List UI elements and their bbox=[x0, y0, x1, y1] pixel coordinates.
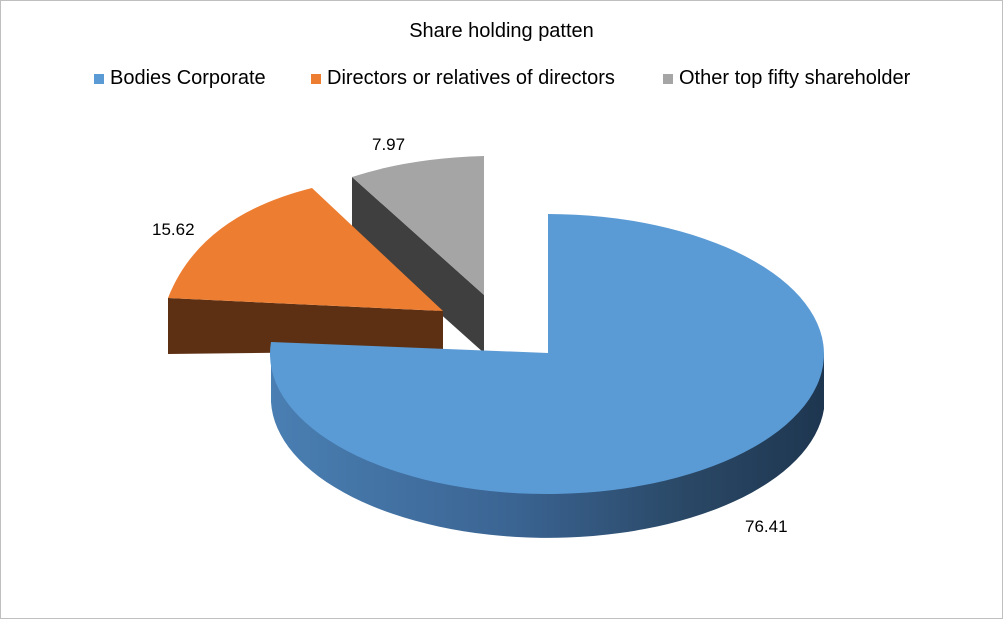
legend-item-other-top-fifty: Other top fifty shareholder bbox=[663, 67, 910, 90]
legend-swatch-other-top-fifty bbox=[663, 73, 673, 84]
legend-label-directors: Directors or relatives of directors bbox=[327, 67, 615, 89]
data-label-directors: 15.62 bbox=[152, 220, 195, 239]
pie-slice-directors-side bbox=[168, 298, 443, 354]
data-label-bodies-corporate: 76.41 bbox=[745, 517, 788, 536]
legend-item-bodies-corporate: Bodies Corporate bbox=[94, 67, 266, 90]
chart-title: Share holding patten bbox=[409, 20, 594, 42]
legend-label-bodies-corporate: Bodies Corporate bbox=[110, 67, 266, 89]
legend-item-directors: Directors or relatives of directors bbox=[311, 67, 615, 90]
pie-slice-directors bbox=[168, 188, 443, 311]
legend-swatch-bodies-corporate bbox=[94, 73, 104, 84]
pie-slice-other-top-fifty bbox=[352, 156, 484, 295]
pie-slice-other-top-fifty-side bbox=[352, 177, 484, 353]
data-label-other-top-fifty: 7.97 bbox=[372, 135, 405, 154]
pie-slice-bodies-corporate-side bbox=[271, 345, 824, 538]
pie-slice-bodies-corporate bbox=[269, 214, 824, 494]
legend: Bodies Corporate Directors or relatives … bbox=[0, 67, 1003, 93]
legend-swatch-directors bbox=[311, 73, 321, 84]
legend-label-other-top-fifty: Other top fifty shareholder bbox=[679, 67, 911, 89]
